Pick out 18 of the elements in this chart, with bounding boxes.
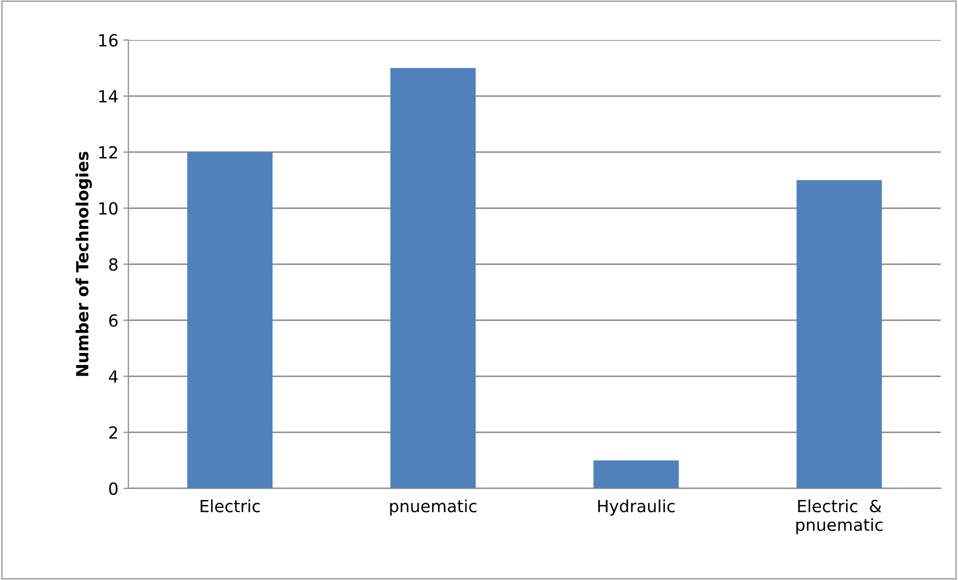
y-tick-label: 0 [109,482,118,495]
y-tick-label: 2 [109,426,117,439]
x-tick-label: Electric & pnuematic [796,499,883,534]
y-tick-label: 4 [108,370,118,383]
y-tick-label: 8 [109,258,118,271]
y-tick-label: 6 [109,314,118,327]
bar [796,180,882,488]
x-tick-label: Electric [200,499,260,512]
x-tick-label: Hydraulic [598,499,675,516]
y-axis-title: Number of Technologies [76,152,92,376]
y-tick-label: 14 [99,90,118,102]
bar [390,68,476,488]
y-tick-label: 12 [99,146,117,158]
bar [593,460,679,488]
y-tick-label: 10 [99,202,118,215]
y-tick-label: 16 [99,34,118,47]
x-tick-label: pnuematic [390,499,476,516]
bar [187,152,273,488]
